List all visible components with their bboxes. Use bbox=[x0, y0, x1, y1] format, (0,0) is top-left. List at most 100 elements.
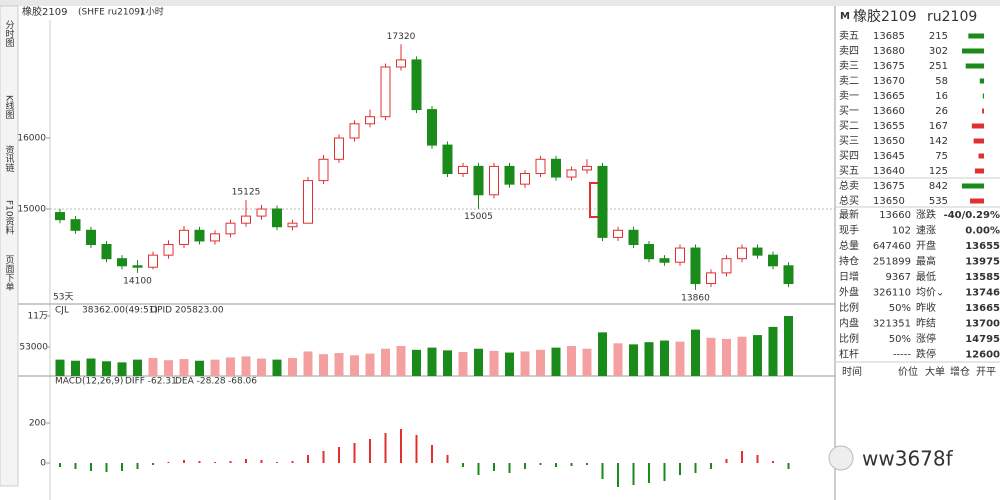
candle-body bbox=[597, 165, 608, 238]
candle-body bbox=[566, 169, 577, 178]
candle-body bbox=[442, 144, 453, 174]
book-bar bbox=[974, 168, 984, 174]
book-price: 13640 bbox=[873, 166, 905, 177]
candle-body bbox=[55, 212, 65, 221]
volume-bar bbox=[722, 338, 731, 376]
candle-body bbox=[334, 137, 344, 160]
stat-value: 9367 bbox=[886, 272, 911, 283]
stat-value: 102 bbox=[892, 226, 911, 237]
quote-header bbox=[836, 6, 1000, 28]
top-strip bbox=[0, 0, 1000, 6]
candle-body bbox=[70, 219, 81, 231]
volume-bar bbox=[691, 329, 700, 376]
stat-label: 比例 bbox=[839, 301, 859, 314]
stat-label: 最低 bbox=[916, 270, 936, 283]
indicator-value: DIFF -62.31 bbox=[125, 377, 177, 387]
trade-header: 大单 bbox=[925, 365, 945, 378]
book-label: 买二 bbox=[839, 120, 859, 132]
stat-label: 内盘 bbox=[839, 317, 859, 330]
indicator-value: -68.06 bbox=[228, 377, 257, 387]
stat-value: 321351 bbox=[873, 319, 911, 330]
volume-bar bbox=[257, 358, 266, 376]
stat-label: 涨跌 bbox=[916, 208, 936, 221]
y-tick-label: 16000 bbox=[17, 133, 46, 143]
candle-body bbox=[473, 165, 484, 196]
book-volume: 215 bbox=[929, 31, 948, 42]
candle-body bbox=[644, 243, 654, 260]
sidebar-tab[interactable]: 页面下单 bbox=[4, 255, 15, 292]
candle-body bbox=[613, 229, 623, 238]
volume-bar bbox=[303, 351, 313, 376]
stat-label: 现手 bbox=[839, 224, 859, 237]
candle-body bbox=[163, 243, 174, 256]
stat-label: 最新 bbox=[839, 208, 859, 221]
candle-body bbox=[241, 215, 251, 224]
stat-label: 涨停 bbox=[916, 332, 936, 345]
volume-bar bbox=[706, 337, 716, 376]
volume-bar bbox=[675, 341, 685, 376]
sidebar-tab[interactable]: F10资料 bbox=[4, 200, 15, 236]
stat-label: 昨结 bbox=[916, 317, 936, 330]
book-price: 13660 bbox=[873, 106, 905, 117]
candle-body bbox=[303, 180, 313, 224]
book-volume: 75 bbox=[935, 151, 948, 162]
code: (SHFE ru2109) bbox=[78, 8, 144, 18]
candle-body bbox=[132, 265, 143, 268]
volume-bar bbox=[613, 343, 623, 376]
book-bar bbox=[982, 93, 984, 99]
price-annotation: 15125 bbox=[232, 188, 261, 198]
candle-body bbox=[210, 233, 220, 242]
stat-label: 持仓 bbox=[839, 255, 859, 268]
volume-bar bbox=[117, 362, 127, 376]
total-label: 总买 bbox=[839, 194, 859, 207]
volume-bar bbox=[629, 344, 638, 376]
candle-body bbox=[551, 158, 561, 178]
candle-body bbox=[690, 247, 701, 285]
symbol: 橡胶2109 bbox=[22, 5, 67, 18]
price-annotation: 14100 bbox=[123, 276, 152, 286]
y-tick-label: 11万 bbox=[28, 312, 48, 322]
volume-bar bbox=[737, 336, 747, 376]
candle-body bbox=[86, 229, 96, 245]
candle-body bbox=[396, 59, 406, 68]
book-volume: 125 bbox=[929, 166, 948, 177]
stat-label: 杠杆 bbox=[839, 348, 859, 361]
period[interactable]: 1小时 bbox=[140, 6, 164, 18]
stat-value: 13585 bbox=[965, 272, 1000, 283]
volume-bar bbox=[536, 349, 545, 376]
book-bar bbox=[973, 138, 984, 144]
candle-body bbox=[194, 229, 205, 242]
candle-body bbox=[148, 254, 158, 268]
book-label: 买一 bbox=[839, 105, 859, 117]
stat-value: 13660 bbox=[879, 210, 911, 221]
sidebar-tab[interactable]: K线图 bbox=[4, 95, 15, 120]
book-bar bbox=[971, 123, 984, 129]
volume-bar bbox=[319, 354, 328, 376]
sidebar-tab[interactable]: 分时图 bbox=[4, 20, 15, 48]
price-annotation: 17320 bbox=[387, 32, 416, 42]
volume-bar bbox=[644, 342, 654, 376]
stat-value: 13975 bbox=[965, 257, 1000, 268]
volume-bar bbox=[102, 361, 111, 376]
volume-bar bbox=[133, 359, 142, 376]
watermark: ww3678f bbox=[862, 447, 954, 471]
y-tick-label: 15000 bbox=[17, 204, 46, 214]
total-volume: 842 bbox=[929, 181, 948, 192]
indicator-name: MACD(12,26,9) bbox=[55, 377, 123, 387]
stat-value: 13700 bbox=[965, 319, 1000, 330]
trade-header: 时间 bbox=[842, 365, 862, 378]
candle-body bbox=[349, 123, 360, 139]
candle-body bbox=[721, 258, 732, 274]
stat-label: 最高 bbox=[916, 255, 936, 268]
stat-value: ----- bbox=[893, 350, 911, 361]
stat-label: 外盘 bbox=[839, 286, 859, 299]
candle-body bbox=[411, 59, 422, 111]
sidebar-tab[interactable]: 资讯链 bbox=[4, 145, 15, 173]
book-volume: 167 bbox=[929, 121, 948, 132]
book-label: 买五 bbox=[839, 165, 859, 177]
book-price: 13670 bbox=[873, 76, 905, 87]
stat-label: 跌停 bbox=[916, 348, 936, 361]
stat-value: 326110 bbox=[873, 288, 911, 299]
candle-body bbox=[318, 158, 329, 182]
